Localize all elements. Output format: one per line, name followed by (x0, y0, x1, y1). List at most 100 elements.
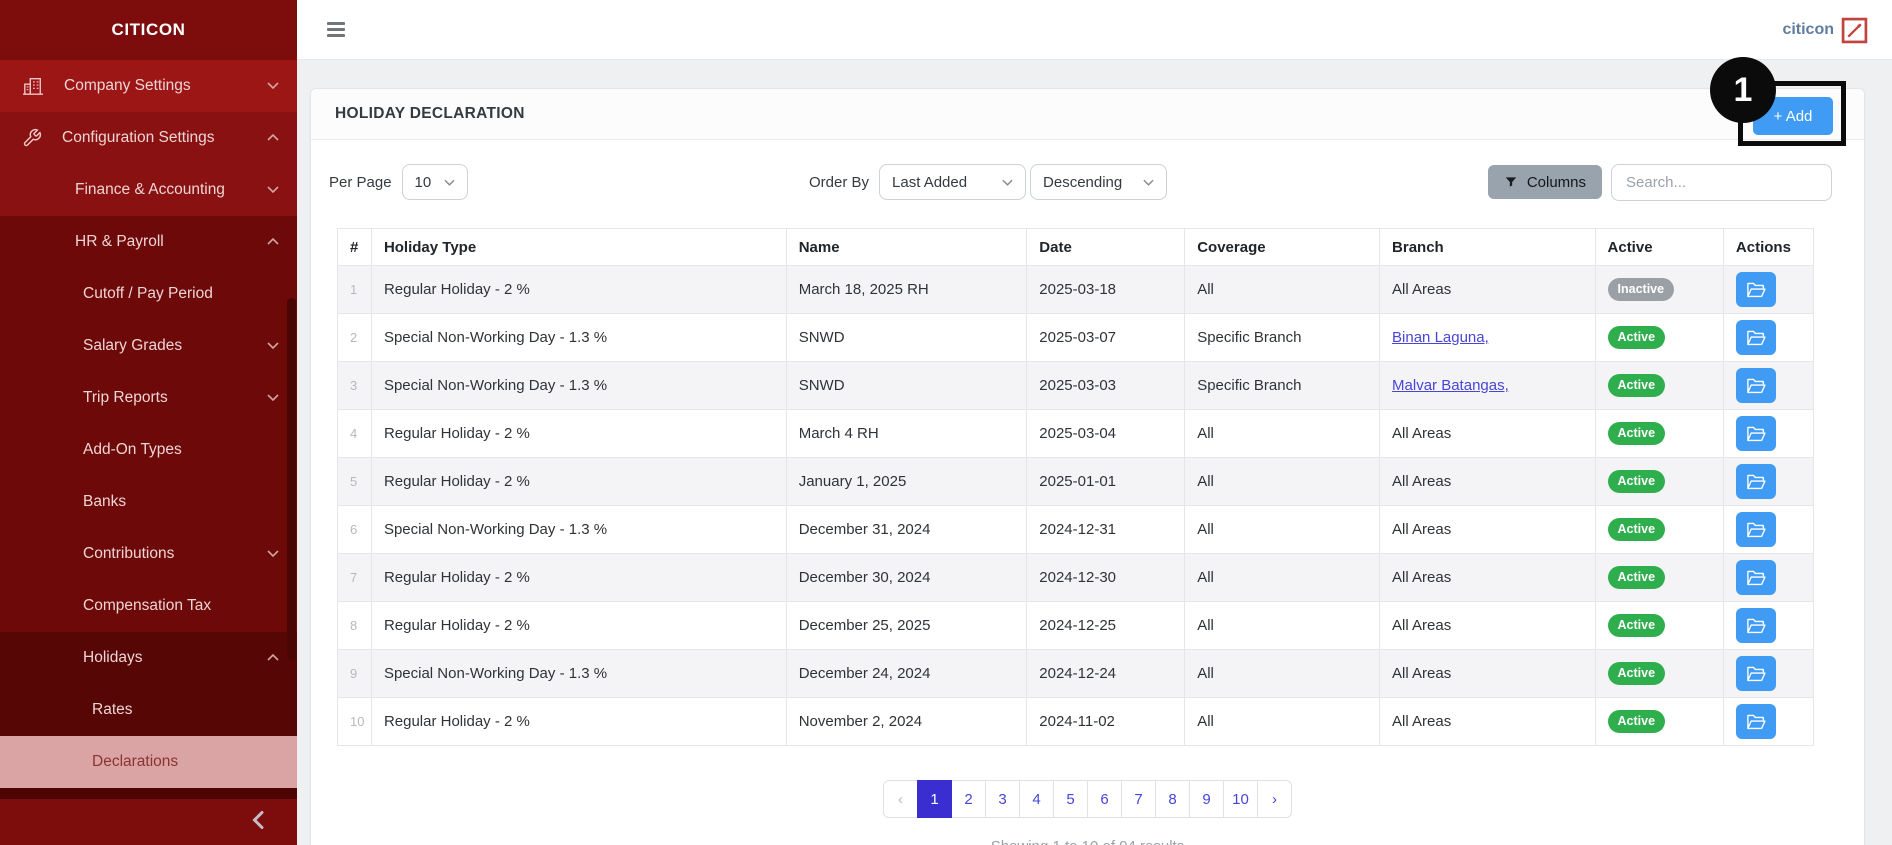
sidebar-item-label: Company Settings (64, 77, 191, 95)
table-row: 9Special Non-Working Day - 1.3 %December… (338, 650, 1814, 698)
row-number: 6 (338, 506, 372, 554)
chevron-down-icon (267, 550, 279, 557)
sidebar-nav: Company Settings Configuration Settings Fi… (0, 60, 297, 788)
hamburger-menu-icon[interactable] (327, 22, 345, 37)
row-action-button[interactable] (1736, 464, 1776, 499)
sidebar-item-label: Cutoff / Pay Period (83, 285, 213, 303)
pagination-page-5[interactable]: 5 (1053, 780, 1088, 818)
row-action-button[interactable] (1736, 512, 1776, 547)
sidebar-item-configuration-settings[interactable]: Configuration Settings (0, 112, 297, 164)
folder-open-icon (1746, 425, 1766, 442)
chevron-down-icon (267, 186, 279, 193)
sidebar-item-label: Trip Reports (83, 389, 168, 407)
pagination-page-3[interactable]: 3 (985, 780, 1020, 818)
pagination-page-9[interactable]: 9 (1189, 780, 1224, 818)
sidebar-item-hr-and-payroll[interactable]: HR & Payroll (0, 216, 297, 268)
pagination-page-1[interactable]: 1 (917, 780, 952, 818)
status-badge: Active (1608, 566, 1666, 589)
pagination-page-10[interactable]: 10 (1223, 780, 1258, 818)
pagination-next-button[interactable]: › (1257, 780, 1292, 818)
row-action-button[interactable] (1736, 656, 1776, 691)
cell-actions (1723, 266, 1813, 314)
order-by-direction-select[interactable]: Descending (1030, 164, 1167, 200)
cell-holiday-type: Regular Holiday - 2 % (371, 458, 786, 506)
folder-open-icon (1746, 569, 1766, 586)
cell-date: 2024-12-25 (1027, 602, 1185, 650)
cell-name: December 30, 2024 (786, 554, 1027, 602)
sidebar-item-contributions[interactable]: Contributions (0, 528, 297, 580)
row-action-button[interactable] (1736, 608, 1776, 643)
sidebar-item-compensation-tax[interactable]: Compensation Tax (0, 580, 297, 632)
cell-holiday-type: Regular Holiday - 2 % (371, 602, 786, 650)
per-page-value: 10 (415, 174, 432, 191)
row-action-button[interactable] (1736, 704, 1776, 739)
cell-active: Active (1595, 314, 1723, 362)
status-badge: Active (1608, 470, 1666, 493)
holiday-declaration-card: HOLIDAY DECLARATION + Add Per Page 10 Or… (310, 88, 1865, 845)
cell-name: December 31, 2024 (786, 506, 1027, 554)
sidebar-item-declarations[interactable]: Declarations (0, 736, 297, 788)
row-action-button[interactable] (1736, 368, 1776, 403)
row-number: 4 (338, 410, 372, 458)
order-by-label: Order By (809, 174, 869, 191)
pagination-page-2[interactable]: 2 (951, 780, 986, 818)
column-header-date: Date (1027, 229, 1185, 266)
table-row: 3Special Non-Working Day - 1.3 %SNWD2025… (338, 362, 1814, 410)
cell-date: 2025-03-03 (1027, 362, 1185, 410)
pagination-page-8[interactable]: 8 (1155, 780, 1190, 818)
filter-icon (1504, 175, 1518, 189)
column-header-actions: Actions (1723, 229, 1813, 266)
sidebar-item-cutoff-pay-period[interactable]: Cutoff / Pay Period (0, 268, 297, 320)
pagination-prev-button[interactable]: ‹ (883, 780, 918, 818)
cell-coverage: Specific Branch (1185, 362, 1380, 410)
sidebar-item-company-settings[interactable]: Company Settings (0, 60, 297, 112)
search-input[interactable] (1611, 164, 1832, 201)
pagination-page-6[interactable]: 6 (1087, 780, 1122, 818)
pagination-page-4[interactable]: 4 (1019, 780, 1054, 818)
sidebar-item-banks[interactable]: Banks (0, 476, 297, 528)
cell-coverage: Specific Branch (1185, 314, 1380, 362)
sidebar-item-label: Declarations (92, 753, 178, 771)
row-action-button[interactable] (1736, 272, 1776, 307)
branch-link[interactable]: Binan Laguna, (1392, 329, 1489, 346)
sidebar-scrollbar-thumb[interactable] (287, 298, 296, 660)
branch-text: All Areas (1392, 665, 1451, 682)
row-action-button[interactable] (1736, 320, 1776, 355)
sidebar-item-trip-reports[interactable]: Trip Reports (0, 372, 297, 424)
row-action-button[interactable] (1736, 560, 1776, 595)
topbar-brand: citicon (1782, 0, 1834, 60)
sidebar-collapse-button[interactable] (251, 810, 275, 834)
sidebar-item-label: Add-On Types (83, 441, 182, 459)
sidebar: CITICON Company SettingsConfiguration Se… (0, 0, 297, 845)
order-by-field-select[interactable]: Last Added (879, 164, 1026, 200)
cell-date: 2025-03-04 (1027, 410, 1185, 458)
columns-button[interactable]: Columns (1488, 165, 1602, 199)
sidebar-divider (0, 788, 297, 799)
cell-branch: All Areas (1380, 458, 1595, 506)
folder-open-icon (1746, 617, 1766, 634)
sidebar-item-rates[interactable]: Rates (0, 684, 297, 736)
cell-name: March 4 RH (786, 410, 1027, 458)
sidebar-item-salary-grades[interactable]: Salary Grades (0, 320, 297, 372)
per-page-select[interactable]: 10 (402, 164, 468, 200)
row-number: 5 (338, 458, 372, 506)
branch-text: All Areas (1392, 617, 1451, 634)
sidebar-item-add-on-types[interactable]: Add-On Types (0, 424, 297, 476)
cell-branch: Binan Laguna, (1380, 314, 1595, 362)
cell-actions (1723, 314, 1813, 362)
row-number: 10 (338, 698, 372, 746)
cell-branch: All Areas (1380, 266, 1595, 314)
cell-holiday-type: Special Non-Working Day - 1.3 % (371, 506, 786, 554)
row-number: 1 (338, 266, 372, 314)
branch-link[interactable]: Malvar Batangas, (1392, 377, 1509, 394)
sidebar-item-finance-and-accounting[interactable]: Finance & Accounting (0, 164, 297, 216)
sidebar-item-label: Finance & Accounting (75, 181, 225, 199)
pagination-page-7[interactable]: 7 (1121, 780, 1156, 818)
cell-name: SNWD (786, 362, 1027, 410)
table-row: 2Special Non-Working Day - 1.3 %SNWD2025… (338, 314, 1814, 362)
filter-search-group: Columns (1488, 164, 1832, 201)
status-badge: Active (1608, 710, 1666, 733)
cell-date: 2024-12-31 (1027, 506, 1185, 554)
sidebar-item-holidays[interactable]: Holidays (0, 632, 297, 684)
row-action-button[interactable] (1736, 416, 1776, 451)
